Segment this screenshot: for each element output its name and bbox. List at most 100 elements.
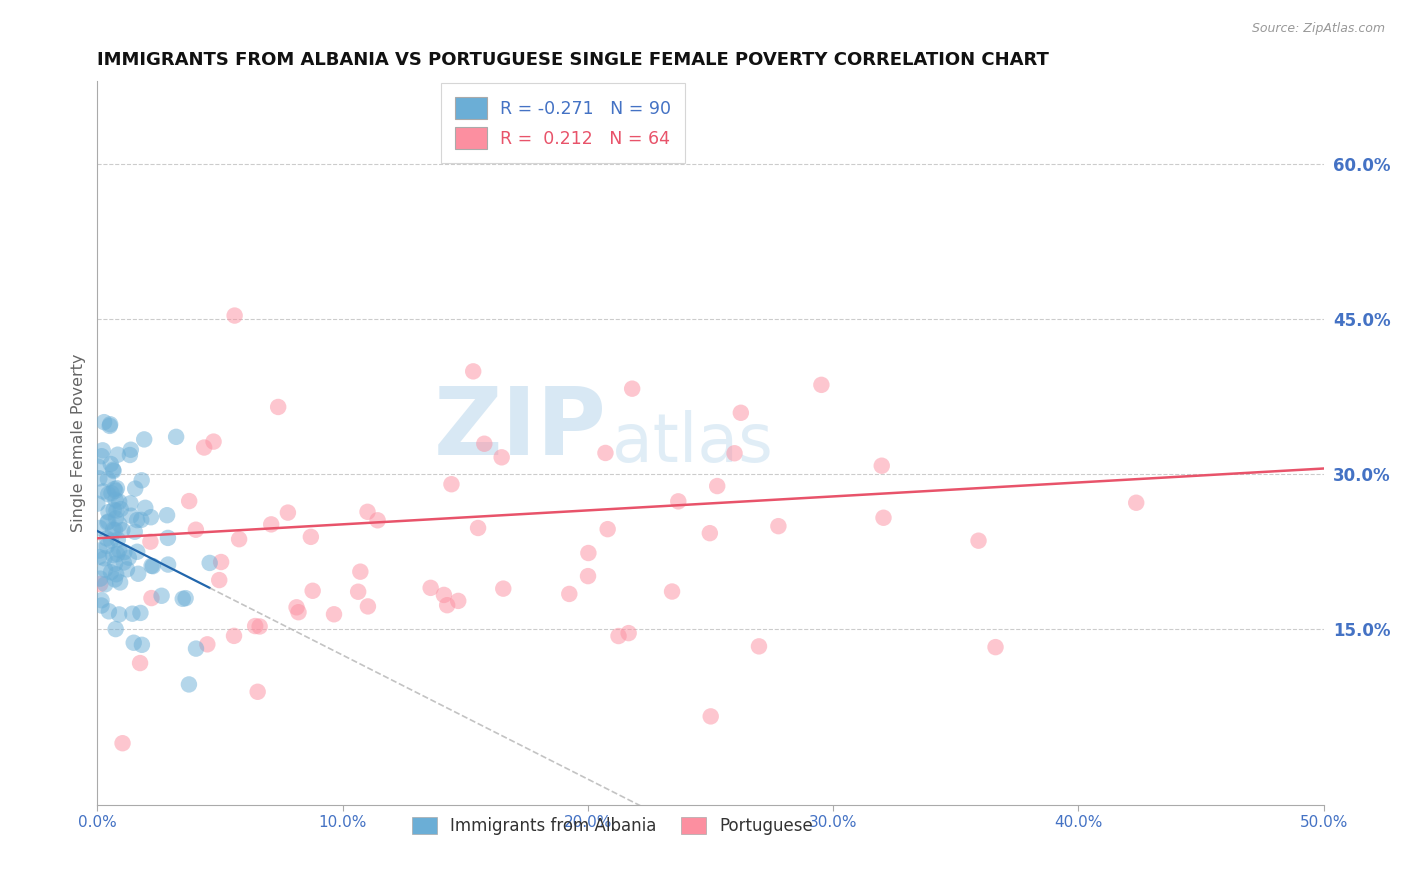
Point bbox=[184, 641, 207, 656]
Point bbox=[174, 591, 197, 606]
Point bbox=[172, 591, 194, 606]
Point bbox=[440, 477, 463, 491]
Text: IMMIGRANTS FROM ALBANIA VS PORTUGUESE SINGLE FEMALE POVERTY CORRELATION CHART: IMMIGRANTS FROM ALBANIA VS PORTUGUESE SI… bbox=[97, 51, 1049, 69]
Point bbox=[134, 500, 156, 515]
Point bbox=[110, 502, 132, 516]
Point bbox=[666, 494, 689, 508]
Point bbox=[595, 446, 617, 460]
Point bbox=[491, 450, 513, 465]
Point bbox=[127, 545, 149, 559]
Point bbox=[576, 546, 599, 560]
Point bbox=[463, 364, 485, 378]
Point bbox=[299, 530, 322, 544]
Point bbox=[89, 543, 111, 558]
Point bbox=[447, 594, 470, 608]
Point bbox=[112, 556, 135, 570]
Point bbox=[118, 550, 141, 565]
Point bbox=[141, 591, 163, 605]
Point bbox=[104, 573, 127, 587]
Point bbox=[249, 619, 271, 633]
Point bbox=[142, 559, 165, 574]
Legend: Immigrants from Albania, Portuguese: Immigrants from Albania, Portuguese bbox=[404, 809, 821, 844]
Point bbox=[105, 481, 128, 495]
Point bbox=[108, 517, 131, 532]
Point bbox=[150, 589, 173, 603]
Point bbox=[90, 599, 112, 613]
Point bbox=[104, 492, 127, 507]
Point bbox=[108, 575, 131, 590]
Point bbox=[285, 600, 308, 615]
Point bbox=[90, 593, 112, 607]
Point bbox=[699, 709, 721, 723]
Point bbox=[108, 607, 131, 622]
Point bbox=[111, 736, 134, 750]
Point bbox=[107, 448, 129, 462]
Point bbox=[984, 640, 1007, 654]
Point bbox=[89, 521, 111, 535]
Point bbox=[97, 604, 120, 618]
Point bbox=[98, 418, 121, 433]
Point bbox=[103, 502, 125, 516]
Point bbox=[96, 516, 118, 530]
Point bbox=[209, 555, 232, 569]
Point bbox=[101, 463, 124, 477]
Point bbox=[730, 406, 752, 420]
Point bbox=[558, 587, 581, 601]
Point bbox=[177, 677, 200, 691]
Point bbox=[367, 513, 389, 527]
Point bbox=[103, 464, 125, 478]
Point bbox=[198, 556, 221, 570]
Point bbox=[436, 598, 458, 612]
Point bbox=[124, 482, 146, 496]
Point bbox=[301, 583, 323, 598]
Point bbox=[105, 503, 128, 517]
Point bbox=[96, 539, 118, 553]
Point bbox=[179, 494, 201, 508]
Point bbox=[621, 382, 644, 396]
Point bbox=[87, 549, 110, 564]
Point bbox=[112, 545, 135, 559]
Point bbox=[467, 521, 489, 535]
Point bbox=[347, 584, 370, 599]
Point bbox=[129, 606, 152, 620]
Point bbox=[104, 511, 127, 525]
Point bbox=[120, 508, 142, 523]
Point bbox=[872, 510, 894, 524]
Point bbox=[165, 430, 187, 444]
Point bbox=[224, 309, 246, 323]
Point bbox=[97, 505, 120, 519]
Point bbox=[86, 497, 108, 511]
Point bbox=[105, 567, 128, 582]
Point bbox=[108, 542, 131, 557]
Point bbox=[433, 588, 456, 602]
Point bbox=[267, 400, 290, 414]
Point bbox=[115, 562, 138, 576]
Point bbox=[101, 523, 124, 537]
Point bbox=[243, 619, 266, 633]
Point bbox=[131, 638, 153, 652]
Point bbox=[124, 524, 146, 539]
Point bbox=[111, 523, 134, 537]
Point bbox=[706, 479, 728, 493]
Point bbox=[97, 487, 120, 501]
Point bbox=[156, 508, 179, 523]
Point bbox=[87, 459, 110, 474]
Point bbox=[127, 566, 149, 581]
Point bbox=[91, 484, 114, 499]
Point bbox=[97, 472, 120, 486]
Point bbox=[91, 443, 114, 458]
Point bbox=[107, 533, 129, 547]
Point bbox=[139, 510, 162, 524]
Point bbox=[661, 584, 683, 599]
Point bbox=[93, 415, 115, 429]
Point bbox=[103, 482, 125, 496]
Point bbox=[184, 523, 207, 537]
Point bbox=[97, 515, 120, 529]
Point bbox=[93, 551, 115, 566]
Point bbox=[104, 622, 127, 636]
Point bbox=[90, 449, 112, 463]
Point bbox=[357, 599, 380, 614]
Point bbox=[101, 548, 124, 562]
Text: ZIP: ZIP bbox=[433, 383, 606, 475]
Point bbox=[277, 506, 299, 520]
